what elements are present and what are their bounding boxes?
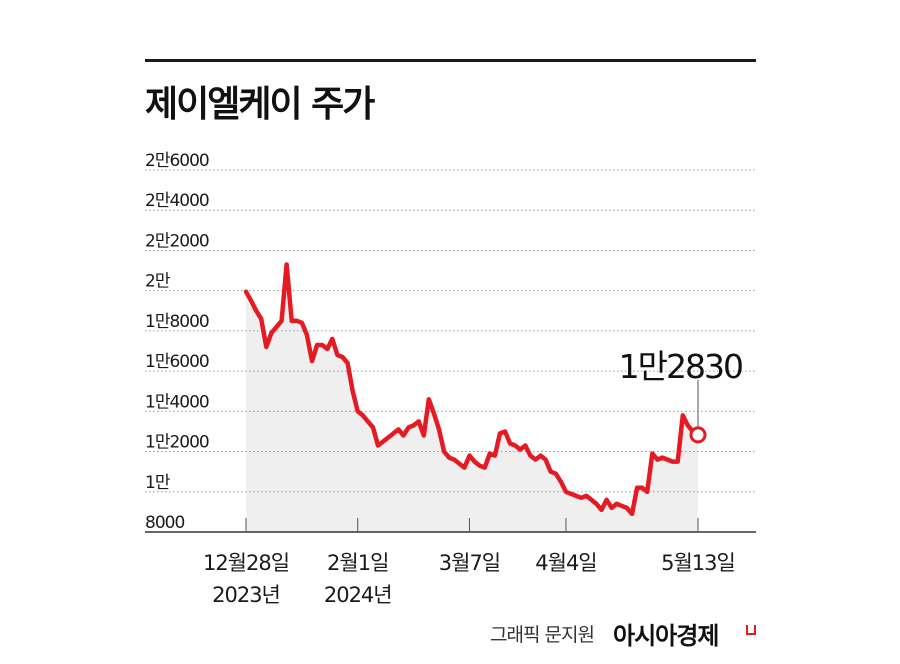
x-tick-label: 5월13일 bbox=[661, 551, 735, 575]
y-tick-label: 1만2000 bbox=[145, 433, 209, 453]
y-tick-label: 1만6000 bbox=[145, 352, 209, 372]
y-tick-label: 2만4000 bbox=[145, 191, 209, 211]
x-tick-year-label: 2023년 bbox=[212, 583, 280, 607]
last-price-label: 1만2830 bbox=[619, 347, 742, 386]
graphic-credit: 그래픽 문지원 bbox=[490, 624, 595, 646]
x-tick-label: 3월7일 bbox=[439, 551, 500, 575]
publisher-logo-mark bbox=[746, 625, 756, 635]
y-tick-label: 1만8000 bbox=[145, 312, 209, 332]
x-tick-label: 12월28일 bbox=[203, 551, 289, 575]
y-tick-label: 8000 bbox=[145, 513, 184, 533]
top-rule bbox=[145, 59, 756, 62]
y-tick-label: 1만 bbox=[145, 473, 171, 493]
y-tick-label: 2만6000 bbox=[145, 151, 209, 171]
x-tick-label: 4월4일 bbox=[535, 551, 596, 575]
x-tick-label: 2월1일 bbox=[327, 551, 388, 575]
y-tick-label: 2만2000 bbox=[145, 231, 209, 251]
y-tick-label: 1만4000 bbox=[145, 392, 209, 412]
x-tick-year-label: 2024년 bbox=[324, 583, 392, 607]
y-tick-label: 2만 bbox=[145, 272, 171, 292]
price-area-fill bbox=[246, 264, 698, 532]
last-price-marker bbox=[689, 426, 707, 444]
publisher-logo: 아시아경제 bbox=[613, 622, 719, 650]
chart-title: 제이엘케이 주가 bbox=[145, 84, 375, 125]
price-line bbox=[243, 262, 701, 517]
